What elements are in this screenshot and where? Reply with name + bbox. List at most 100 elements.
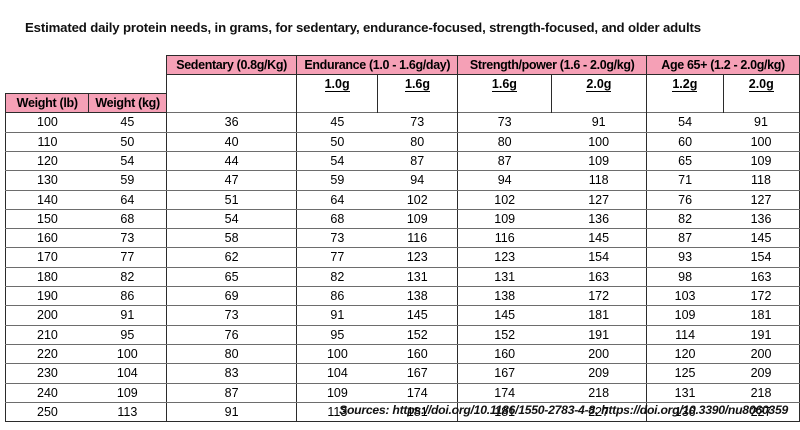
cell-r14-c5: 174 [457, 382, 552, 403]
table-row: 240 109 87 109 174 174 218 131 218 [4, 382, 800, 403]
subheader-row: 1.0g 1.6g 1.6g 2.0g 1.2g 2.0g [6, 74, 800, 94]
cell-r9-c0: 190 [4, 286, 89, 307]
cell-r13-c4: 167 [377, 363, 459, 384]
cell-r15-c6: 227 [551, 401, 648, 423]
cell-r7-c3: 77 [296, 247, 378, 268]
subheader-label: 1.2g [672, 77, 698, 93]
cell-r3-c8: 118 [723, 170, 800, 191]
cell-r0-c6: 91 [551, 112, 648, 133]
cell-r14-c6: 218 [551, 382, 648, 403]
cell-r15-c1: 113 [88, 401, 167, 423]
cell-r5-c7: 82 [646, 208, 724, 230]
cell-r6-c7: 87 [646, 228, 724, 249]
weight-header-filler-1 [296, 93, 378, 113]
group-header-1: Endurance (1.0 - 1.6g/day) [296, 54, 459, 76]
cell-r10-c2: 73 [165, 305, 298, 326]
cell-r8-c4: 131 [377, 266, 459, 288]
cell-r9-c4: 138 [377, 286, 459, 307]
table-row: 130 59 47 59 94 94 118 71 118 [4, 170, 800, 191]
cell-r12-c5: 160 [457, 343, 552, 365]
group-header-spacer [6, 56, 167, 75]
table-row: 200 91 73 91 145 145 181 109 181 [4, 305, 800, 326]
cell-r0-c3: 45 [296, 112, 378, 133]
sources-note: Sources: https://doi.org/10.1186/1550-27… [339, 403, 788, 417]
cell-r2-c5: 87 [457, 150, 552, 172]
cell-r15-c3: 113 [296, 401, 378, 423]
cell-r1-c6: 100 [551, 131, 648, 152]
cell-r14-c1: 109 [88, 382, 167, 403]
table-row: 160 73 58 73 116 116 145 87 145 [4, 228, 800, 249]
subheader-cell-0 [165, 74, 298, 94]
subheader-cell-3: 1.6g [457, 74, 552, 94]
cell-r0-c8: 91 [723, 112, 800, 133]
subheader-label: 2.0g [586, 77, 612, 93]
cell-r2-c3: 54 [296, 150, 378, 172]
cell-r5-c4: 109 [377, 208, 459, 230]
table-row: 210 95 76 95 152 152 191 114 191 [4, 324, 800, 345]
cell-r11-c1: 95 [88, 324, 167, 345]
subheader-label: 1.6g [491, 77, 517, 93]
cell-r1-c5: 80 [457, 131, 552, 152]
cell-r4-c4: 102 [377, 189, 459, 210]
cell-r5-c8: 136 [723, 208, 800, 230]
cell-r13-c5: 167 [457, 363, 552, 384]
cell-r3-c6: 118 [551, 170, 648, 191]
cell-r4-c8: 127 [723, 189, 800, 210]
cell-r4-c6: 127 [551, 189, 648, 210]
cell-r13-c3: 104 [296, 363, 378, 384]
cell-r4-c0: 140 [4, 189, 89, 210]
cell-r6-c0: 160 [4, 228, 89, 249]
cell-r5-c0: 150 [4, 208, 89, 230]
cell-r5-c2: 54 [165, 208, 298, 230]
cell-r15-c7: 136 [646, 401, 724, 423]
cell-r6-c1: 73 [88, 228, 167, 249]
group-header-0: Sedentary (0.8g/Kg) [165, 54, 298, 76]
weight-header-kg: Weight (kg) [88, 93, 167, 114]
cell-r12-c1: 100 [88, 343, 167, 365]
cell-r2-c0: 120 [4, 150, 89, 172]
cell-r13-c0: 230 [4, 363, 89, 384]
cell-r8-c1: 82 [88, 266, 167, 288]
cell-r9-c8: 172 [723, 286, 800, 307]
cell-r1-c2: 40 [165, 131, 298, 152]
cell-r14-c4: 174 [377, 382, 459, 403]
cell-r9-c2: 69 [165, 286, 298, 307]
cell-r11-c5: 152 [457, 324, 552, 345]
weight-header-filler-3 [457, 93, 552, 113]
cell-r10-c0: 200 [4, 305, 89, 326]
subheader-label: 1.6g [405, 77, 431, 93]
table-row: 220 100 80 100 160 160 200 120 200 [4, 343, 800, 365]
cell-r1-c3: 50 [296, 131, 378, 152]
cell-r11-c3: 95 [296, 324, 378, 345]
table-row: 230 104 83 104 167 167 209 125 209 [4, 363, 800, 384]
cell-r5-c6: 136 [551, 208, 648, 230]
cell-r3-c2: 47 [165, 170, 298, 191]
cell-r12-c3: 100 [296, 343, 378, 365]
cell-r14-c8: 218 [723, 382, 800, 403]
cell-r4-c7: 76 [646, 189, 724, 210]
table-row: 140 64 51 64 102 102 127 76 127 [4, 189, 800, 210]
cell-r10-c5: 145 [457, 305, 552, 326]
table-row: 100 45 36 45 73 73 91 54 91 [4, 112, 800, 133]
cell-r6-c4: 116 [377, 228, 459, 249]
cell-r12-c0: 220 [4, 343, 89, 365]
cell-r0-c5: 73 [457, 112, 552, 133]
subheader-cell-2: 1.6g [376, 74, 459, 94]
cell-r10-c4: 145 [377, 305, 459, 326]
cell-r13-c6: 209 [551, 363, 648, 384]
cell-r8-c3: 82 [296, 266, 378, 288]
cell-r7-c2: 62 [165, 247, 298, 268]
cell-r3-c3: 59 [296, 170, 378, 191]
cell-r2-c4: 87 [377, 150, 459, 172]
cell-r3-c7: 71 [646, 170, 724, 191]
cell-r12-c8: 200 [723, 343, 800, 365]
cell-r13-c2: 83 [165, 363, 298, 384]
cell-r8-c6: 163 [551, 266, 648, 288]
cell-r1-c0: 110 [4, 131, 89, 152]
cell-r7-c7: 93 [646, 247, 724, 268]
cell-r5-c3: 68 [296, 208, 378, 230]
subheader-label: 2.0g [748, 77, 774, 93]
cell-r7-c5: 123 [457, 247, 552, 268]
cell-r11-c8: 191 [723, 324, 800, 345]
cell-r8-c0: 180 [4, 266, 89, 288]
